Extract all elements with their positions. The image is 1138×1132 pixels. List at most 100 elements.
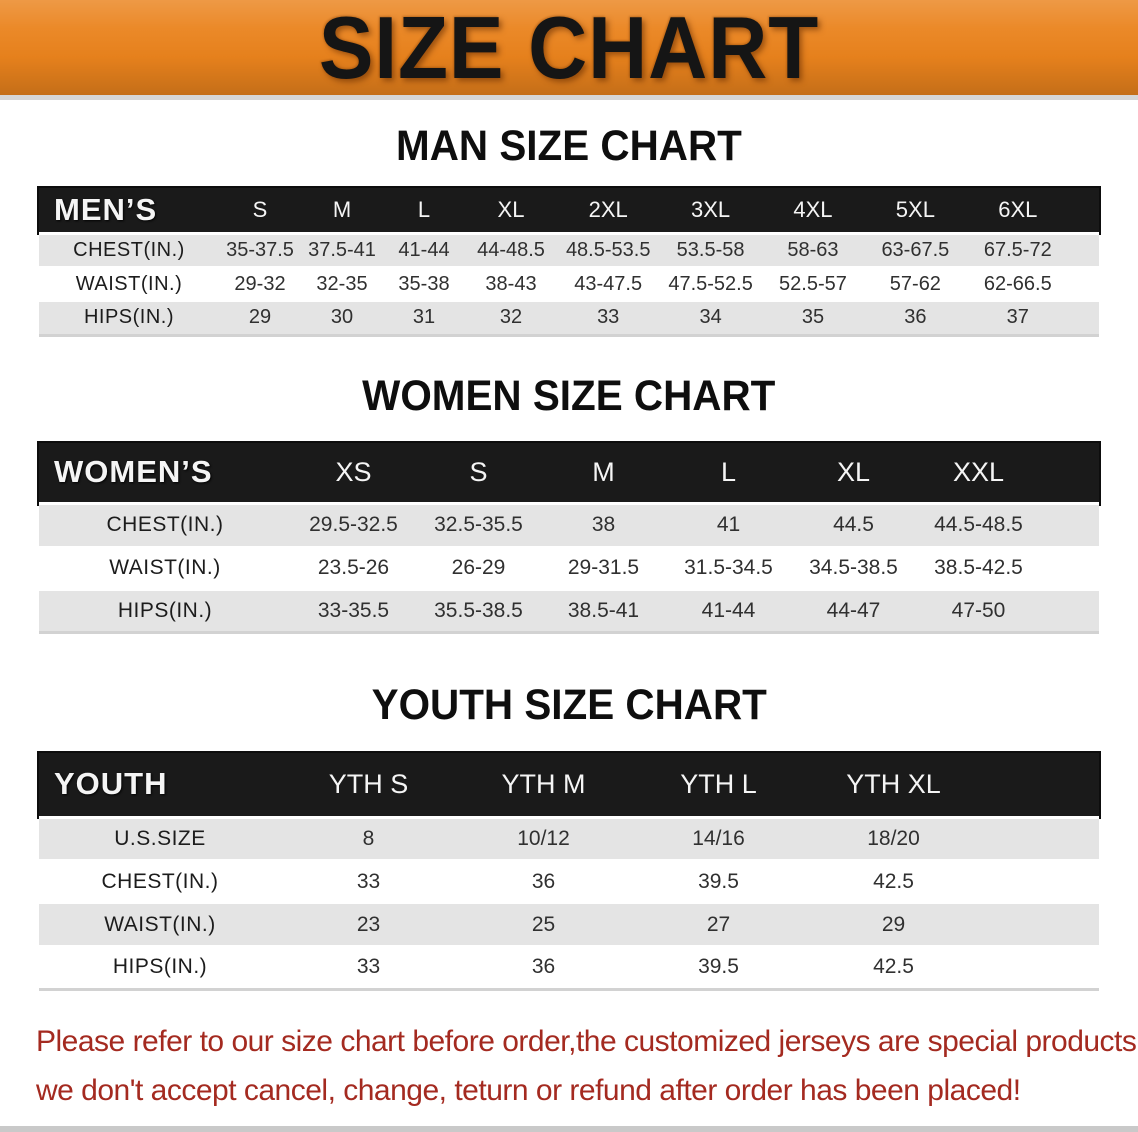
- measurement-value: 8: [362, 826, 375, 850]
- measurement-value: 44-47: [826, 598, 881, 622]
- measurement-value: 38: [591, 513, 616, 537]
- table-row: HIPS(IN.) 29 30 31 32 33 34 35 36 37: [39, 301, 1099, 335]
- spacer-cell: [1069, 233, 1099, 267]
- measurement-value: 44.5-48.5: [934, 513, 1023, 537]
- disclaimer-line-1: Please refer to our size chart before or…: [36, 1024, 1138, 1058]
- table-corner-label: WOMEN’S: [39, 442, 291, 505]
- table-header-row: YOUTH YTH S YTH M YTH L YTH XL: [39, 753, 1099, 819]
- women-size-table: WOMEN’S XS S M L XL XXL CHEST(IN.) 29.5-32.5 32.5…: [39, 442, 1099, 635]
- measurement-value: 14/16: [692, 826, 745, 850]
- spacer-cell: [1041, 547, 1099, 590]
- size-column-header: XS: [291, 442, 416, 505]
- table-row: CHEST(IN.) 35-37.5 37.5-41 41-44 44-48.5 48.5…: [39, 233, 1099, 267]
- table-row: HIPS(IN.) 33-35.5 35.5-38.5 38.5-41 41-44 44-…: [39, 589, 1099, 633]
- measurement-value: 10/12: [517, 826, 570, 850]
- measurement-value: 33-35.5: [317, 598, 390, 622]
- measurement-value: 38-43: [485, 272, 537, 295]
- table-row: WAIST(IN.) 29-32 32-35 35-38 38-43 43-47.5 47.…: [39, 267, 1099, 301]
- table-row: WAIST(IN.) 23 25 27 29: [39, 903, 1099, 946]
- measurement-value: 38.5-41: [567, 598, 640, 622]
- spacer-cell: [1069, 267, 1099, 301]
- measurement-value: 26-29: [451, 556, 506, 579]
- size-column-header: 5XL: [864, 188, 967, 235]
- measurement-value: 67.5-72: [983, 238, 1052, 261]
- table-header-row: WOMEN’S XS S M L XL XXL: [39, 442, 1099, 505]
- size-column-header: 6XL: [966, 188, 1069, 235]
- measurement-value: 41: [716, 513, 741, 537]
- row-label: CHEST(IN.): [106, 513, 224, 537]
- measurement-value: 35.5-38.5: [434, 598, 523, 622]
- measurement-value: 25: [531, 912, 556, 936]
- measurement-value: 48.5-53.5: [565, 238, 651, 261]
- measurement-value: 42.5: [873, 869, 914, 893]
- measurement-value: 32-35: [316, 272, 368, 295]
- table-row: HIPS(IN.) 33 36 39.5 42.5: [39, 946, 1099, 989]
- measurement-value: 36: [531, 869, 556, 893]
- measurement-value: 31: [412, 306, 436, 329]
- youth-size-table: YOUTH YTH S YTH M YTH L YTH XL U.S.SIZE 8 10/12…: [39, 753, 1099, 991]
- spacer-cell: [1041, 504, 1099, 547]
- row-label: HIPS(IN.): [112, 955, 208, 979]
- measurement-value: 52.5-57: [779, 272, 847, 295]
- spacer-cell: [981, 903, 1099, 946]
- men-section-title: MAN SIZE CHART: [0, 125, 1138, 168]
- spacer-cell: [1069, 301, 1099, 335]
- measurement-value: 37.5-41: [308, 238, 376, 261]
- measurement-value: 53.5-58: [676, 238, 745, 261]
- row-label: CHEST(IN.): [73, 238, 185, 261]
- spacer-cell: [1041, 442, 1099, 505]
- table-corner-label: MEN’S: [39, 188, 219, 235]
- measurement-value: 47.5-52.5: [668, 272, 753, 295]
- table-header-row: MEN’S S M L XL 2XL 3XL 4XL 5XL 6XL: [39, 188, 1099, 235]
- men-section-title-text: MAN SIZE CHART: [396, 122, 742, 170]
- measurement-value: 18/20: [867, 826, 920, 850]
- measurement-value: 32.5-35.5: [434, 513, 523, 537]
- spacer-cell: [981, 753, 1099, 819]
- measurement-value: 23: [356, 912, 381, 936]
- bottom-edge-strip: [0, 1126, 1138, 1132]
- measurement-value: 43-47.5: [574, 272, 643, 295]
- measurement-value: 31.5-34.5: [684, 556, 773, 579]
- measurement-value: 30: [330, 306, 354, 329]
- size-column-header: M: [301, 188, 383, 235]
- measurement-value: 44-48.5: [477, 238, 545, 261]
- measurement-value: 29.5-32.5: [309, 513, 398, 537]
- measurement-value: 34: [699, 306, 722, 329]
- measurement-value: 57-62: [889, 272, 941, 295]
- size-column-header: 2XL: [557, 188, 660, 235]
- row-label: WAIST(IN.): [104, 912, 216, 936]
- measurement-value: 33: [356, 869, 381, 893]
- measurement-value: 29: [881, 912, 906, 936]
- row-label: WAIST(IN.): [109, 556, 221, 579]
- size-column-header: YTH XL: [806, 753, 981, 819]
- disclaimer-line-2: we don't accept cancel, change, teturn o…: [36, 1073, 1021, 1107]
- measurement-value: 33: [597, 306, 620, 329]
- measurement-value: 36: [904, 306, 927, 329]
- size-column-header: M: [541, 442, 666, 505]
- table-corner-label: YOUTH: [39, 753, 281, 819]
- measurement-value: 41-44: [398, 238, 450, 261]
- measurement-value: 23.5-26: [317, 556, 390, 579]
- size-column-header: YTH M: [456, 753, 631, 819]
- measurement-value: 29: [248, 306, 272, 329]
- measurement-value: 29-31.5: [567, 556, 640, 579]
- measurement-value: 58-63: [787, 238, 839, 261]
- measurement-value: 37: [1006, 306, 1029, 329]
- measurement-value: 36: [531, 955, 556, 979]
- measurement-value: 32: [499, 306, 523, 329]
- row-label: CHEST(IN.): [101, 869, 219, 893]
- measurement-value: 27: [706, 912, 731, 936]
- size-chart-banner: SIZE CHART: [0, 0, 1138, 100]
- measurement-value: 39.5: [698, 869, 739, 893]
- measurement-value: 62-66.5: [983, 272, 1052, 295]
- disclaimer: Please refer to our size chart before or…: [0, 1017, 1138, 1115]
- spacer-cell: [981, 946, 1099, 989]
- spacer-cell: [981, 860, 1099, 903]
- men-size-table: MEN’S S M L XL 2XL 3XL 4XL 5XL 6XL CHEST(IN.) 35-37…: [39, 188, 1099, 337]
- measurement-value: 35: [801, 306, 825, 329]
- table-row: WAIST(IN.) 23.5-26 26-29 29-31.5 31.5-34.5 34…: [39, 546, 1099, 590]
- spacer-cell: [1041, 590, 1099, 633]
- spacer-cell: [1069, 188, 1099, 235]
- size-column-header: S: [219, 188, 301, 235]
- youth-section-title-text: YOUTH SIZE CHART: [371, 681, 767, 729]
